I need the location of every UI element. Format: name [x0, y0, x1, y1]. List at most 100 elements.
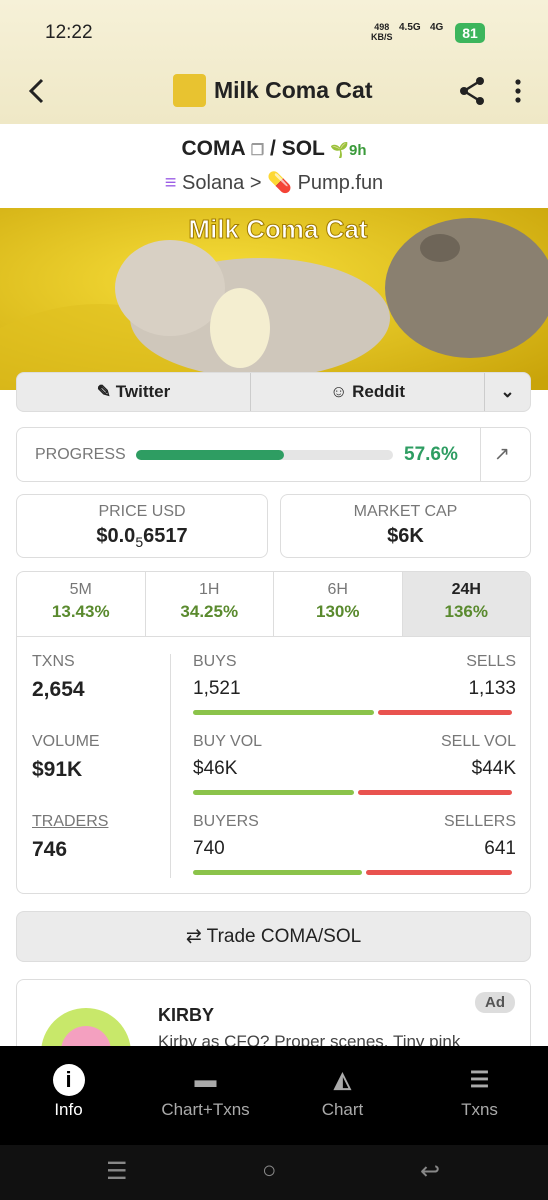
banner: Milk Coma Cat	[0, 208, 548, 390]
sell-bar	[365, 870, 512, 875]
buy-bar	[193, 710, 374, 715]
nav-icon: i	[52, 1064, 85, 1096]
reddit[interactable]: ☺ Reddit	[251, 373, 485, 411]
buy-value: 1,521	[193, 678, 241, 699]
sell-value: 641	[484, 838, 516, 859]
buy-label: BUYERS	[193, 813, 259, 830]
timeframe-change: 13.43%	[51, 602, 110, 621]
price-sub: 5	[135, 534, 144, 550]
token-icon	[173, 74, 206, 107]
sell-bar	[358, 790, 512, 795]
mcap-box: MARKET CAP $6K	[280, 494, 531, 558]
net-speed: 498 KB/S	[371, 22, 393, 42]
nav-label: Chart+Txns	[161, 1100, 250, 1119]
timeframe-label: 1H	[199, 581, 220, 598]
buy-bar	[193, 790, 354, 795]
buy-value: 740	[193, 838, 225, 859]
dex[interactable]: Pump.fun	[297, 172, 384, 194]
nav-label: Txns	[461, 1100, 498, 1119]
quote: SOL	[281, 137, 325, 160]
bottom-nav: i Info ▬ Chart+Txns ◭ Chart ☰ Txns	[0, 1046, 548, 1145]
buy-label: BUY VOL	[193, 733, 263, 750]
nav-item[interactable]: ▬ Chart+Txns	[137, 1046, 274, 1145]
header-title: Milk Coma Cat	[214, 77, 373, 103]
nav-icon: ▬	[194, 1067, 217, 1092]
ad-title: KIRBY	[158, 1005, 215, 1025]
timeframe[interactable]: 1H 34.25%	[146, 572, 274, 636]
stats-box: 5M 13.43% 1H 34.25% 6H 130% 24H 136% TXNS 2,654 B…	[16, 571, 531, 894]
price: $0.056517	[17, 525, 267, 550]
battery: 81	[455, 23, 485, 43]
chain[interactable]: Solana	[182, 172, 245, 194]
more[interactable]: ⌄	[500, 382, 515, 401]
price-rest: 6517	[143, 525, 188, 547]
price-value: $0.0	[96, 525, 136, 547]
twitter-text: Twitter	[115, 382, 171, 401]
age: 🌱9h	[330, 142, 367, 159]
nav-icon: ☰	[469, 1067, 490, 1092]
sell-value: 1,133	[468, 678, 516, 699]
sell-label: SELL VOL	[440, 733, 516, 750]
sell-label: SELLERS	[443, 813, 516, 830]
nav-label: Chart	[321, 1100, 364, 1119]
progress-fill	[136, 450, 285, 460]
sell-bar	[377, 710, 512, 715]
age-text: 9h	[349, 142, 367, 159]
nav-label: Info	[54, 1100, 83, 1119]
reddit-text: Reddit	[352, 382, 405, 401]
timeframe[interactable]: 24H 136%	[402, 572, 530, 636]
progress-value: 57.6%	[404, 444, 458, 465]
timeframe-change: 136%	[444, 602, 488, 621]
stat-value: 2,654	[32, 678, 85, 701]
buy-bar	[193, 870, 362, 875]
stat-label: VOLUME	[32, 733, 100, 750]
timeframe-label: 6H	[327, 581, 348, 598]
socials: ✎ Twitter ☺ Reddit ⌄	[16, 372, 531, 412]
open-link[interactable]: ↗	[494, 444, 510, 465]
ad-badge: Ad	[475, 992, 515, 1013]
stat-label: TXNS	[32, 653, 75, 670]
progress-box: PROGRESS 57.6% ↗	[16, 427, 531, 482]
progress-label: PROGRESS	[35, 446, 126, 463]
trade-text: Trade COMA/SOL	[206, 926, 362, 947]
stat-rows: TXNS 2,654 BUYS SELLS 1,521 1,133 VOLUME $91K BU…	[17, 637, 530, 893]
trade-button[interactable]: ⇄ Trade COMA/SOL	[16, 911, 531, 962]
timeframe-change: 130%	[316, 602, 360, 621]
nav-item[interactable]: i Info	[0, 1046, 137, 1145]
timeframe-label: 5M	[69, 581, 92, 598]
timeframe-change: 34.25%	[180, 602, 239, 621]
timeframe[interactable]: 6H 130%	[274, 572, 403, 636]
timeframe[interactable]: 5M 13.43%	[17, 572, 146, 636]
stat-value: $91K	[32, 758, 83, 781]
twitter[interactable]: ✎ Twitter	[17, 373, 251, 411]
banner-title: Milk Coma Cat	[188, 214, 367, 244]
progress-track	[136, 450, 393, 460]
nav-icon: ◭	[334, 1067, 351, 1092]
sell-value: $44K	[471, 758, 516, 779]
stat-value: 746	[32, 838, 68, 861]
menu[interactable]	[512, 78, 524, 104]
share[interactable]	[458, 76, 488, 106]
buy-label: BUYS	[193, 653, 237, 670]
timeframes: 5M 13.43% 1H 34.25% 6H 130% 24H 136%	[17, 572, 530, 637]
top-bar	[0, 0, 548, 124]
base: COMA	[181, 137, 245, 160]
net1: 4.5G	[399, 22, 421, 33]
price-label: PRICE USD	[98, 503, 186, 520]
timeframe-label: 24H	[451, 581, 481, 598]
sell-label: SELLS	[466, 653, 516, 670]
time: 12:22	[45, 22, 93, 43]
stat-label: TRADERS	[32, 813, 109, 830]
pair: COMA ❐ / SOL 🌱9h	[181, 137, 367, 160]
buy-value: $46K	[193, 758, 238, 779]
nav-item[interactable]: ◭ Chart	[274, 1046, 411, 1145]
price-box: PRICE USD $0.056517	[16, 494, 268, 558]
mcap-value: $6K	[387, 525, 424, 547]
speed-unit: KB/S	[371, 32, 393, 42]
chain-row: ≡ Solana > 💊 Pump.fun	[164, 172, 384, 194]
system-nav: ☰ ○ ↩	[0, 1145, 548, 1200]
back[interactable]	[26, 78, 48, 104]
sep: /	[270, 137, 276, 160]
nav-item[interactable]: ☰ Txns	[411, 1046, 548, 1145]
